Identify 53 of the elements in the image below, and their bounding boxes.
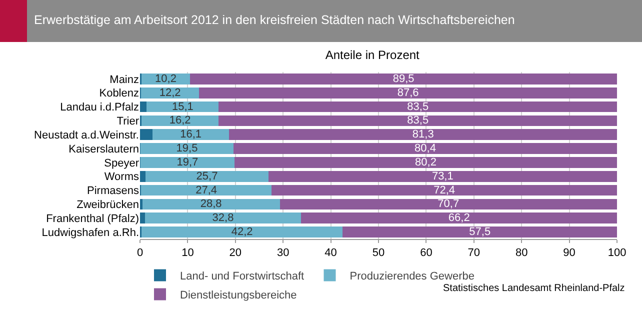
x-tick-label: 30 <box>276 247 290 260</box>
y-tick-label: Zweibrücken <box>76 199 139 212</box>
data-label: 28,8 <box>200 198 222 210</box>
data-label: 83,5 <box>407 114 429 127</box>
chart-title: Erwerbstätige am Arbeitsort 2012 in den kreisfreien Städten nach Wirtschaftsbereichen <box>34 13 515 27</box>
data-label: 16,1 <box>180 128 202 141</box>
x-tick-label: 50 <box>372 247 385 260</box>
legend-label: Land- und Forstwirtschaft <box>180 270 304 282</box>
data-label: 80,2 <box>415 156 436 168</box>
x-tick-label: 40 <box>324 247 337 260</box>
y-tick-label: Neustadt a.d.Weinstr. <box>34 129 139 142</box>
y-tick-label: Trier <box>116 116 140 128</box>
data-label: 81,3 <box>412 128 434 141</box>
y-tick-label: Ludwigshafen a.Rh. <box>42 226 139 239</box>
data-label: 12,2 <box>159 86 181 99</box>
data-label: 16,2 <box>169 114 191 127</box>
y-tick-label: Speyer <box>104 157 140 170</box>
y-tick-label: Frankenthal (Pfalz) <box>46 212 139 225</box>
legend-label: Dienstleistungsbereiche <box>180 290 297 302</box>
data-label: 83,5 <box>407 100 429 113</box>
data-label: 25,7 <box>196 170 218 182</box>
y-tick-label: Worms <box>104 171 140 184</box>
text: Statistisches Landesamt Rheinland-Pfalz <box>443 283 625 294</box>
data-label: 42,2 <box>231 226 253 238</box>
data-label: 19,7 <box>176 156 198 168</box>
data-label: 10,2 <box>155 72 176 85</box>
y-tick-label: Mainz <box>110 74 139 86</box>
x-tick-label: 70 <box>468 247 480 260</box>
chart-subtitle: Anteile in Prozent <box>325 48 420 62</box>
x-tick-label: 60 <box>420 247 432 260</box>
data-label: 66,2 <box>448 212 470 224</box>
data-label: 89,5 <box>392 72 414 85</box>
x-tick-label: 0 <box>136 247 144 260</box>
data-label: 27,4 <box>196 184 218 196</box>
data-label: 87,6 <box>397 86 419 99</box>
y-tick-label: Koblenz <box>99 88 139 100</box>
data-label: 70,7 <box>438 198 460 210</box>
data-label: 15,1 <box>172 100 194 113</box>
data-label: 72,4 <box>434 184 456 196</box>
y-tick-label: Pirmasens <box>87 185 140 198</box>
y-tick-label: Landau i.d.Pfalz <box>60 102 139 114</box>
legend-label: Produzierendes Gewerbe <box>350 270 474 282</box>
data-label: 32,8 <box>212 212 234 224</box>
x-tick-label: 20 <box>229 247 242 260</box>
data-label: 80,4 <box>414 142 436 155</box>
x-tick-label: 100 <box>608 247 626 260</box>
x-tick-label: 80 <box>515 247 528 260</box>
data-label: 19,5 <box>176 142 198 155</box>
data-label: 73,1 <box>432 170 454 182</box>
data-label: 57,5 <box>469 226 491 238</box>
x-tick-label: 10 <box>182 247 194 260</box>
x-tick-label: 90 <box>563 247 576 260</box>
y-tick-label: Kaiserslautern <box>68 143 139 156</box>
